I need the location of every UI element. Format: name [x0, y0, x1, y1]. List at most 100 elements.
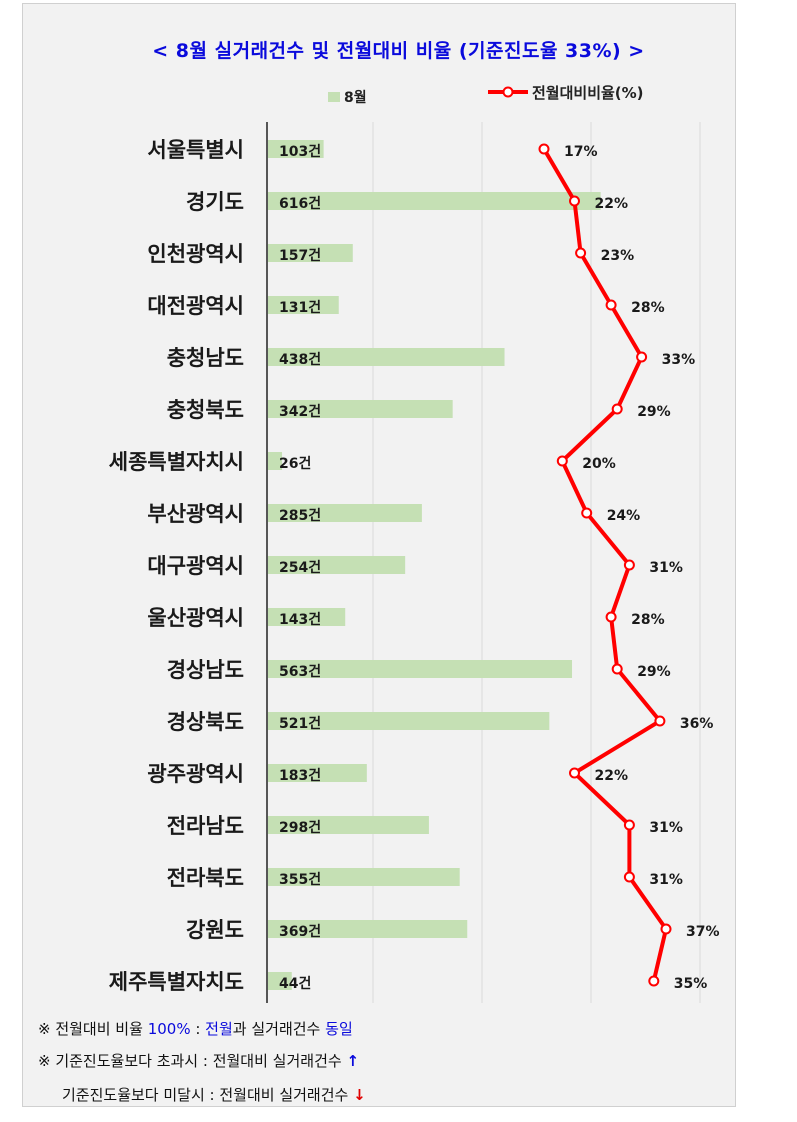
ratio-value-label: 29%	[637, 404, 671, 420]
ratio-value-label: 31%	[649, 560, 683, 576]
category-label: 서울특별시	[147, 138, 244, 162]
bar	[268, 972, 292, 990]
bar-value-label: 438건	[279, 351, 321, 368]
legend-line-icon	[488, 86, 528, 98]
bar	[268, 764, 367, 782]
bar-value-label: 103건	[279, 143, 321, 160]
bar	[268, 192, 601, 210]
bar-value-label: 285건	[279, 507, 321, 524]
category-label: 울산광역시	[147, 606, 244, 630]
bar-value-label: 342건	[279, 403, 321, 420]
ratio-value-label: 28%	[631, 300, 665, 316]
note1-word-same: 동일	[325, 1020, 353, 1038]
note1-value: 100%	[147, 1020, 191, 1038]
ratio-point	[605, 299, 617, 311]
chart-title: < 8월 실거래건수 및 전월대비 비율 (기준진도율 33%) >	[152, 40, 645, 62]
ratio-value-label: 23%	[601, 248, 635, 264]
bar-value-label: 563건	[279, 663, 321, 680]
bar	[268, 400, 453, 418]
ratio-value-label: 22%	[595, 768, 629, 784]
category-label: 대전광역시	[147, 294, 244, 318]
note1-prefix: ※ 전월대비 비율	[38, 1020, 148, 1038]
bar-value-label: 355건	[279, 871, 321, 888]
ratio-value-label: 28%	[631, 612, 665, 628]
note2-text: ※ 기준진도율보다 초과시 : 전월대비 실거래건수	[38, 1052, 347, 1070]
note-ratio-definition: ※ 전월대비 비율 100% : 전월과 실거래건수 동일	[38, 1018, 353, 1039]
bar-value-label: 369건	[279, 923, 321, 940]
bar	[268, 608, 346, 626]
category-label: 경상남도	[167, 658, 244, 682]
category-label: 경기도	[186, 190, 244, 214]
ratio-point	[623, 819, 635, 831]
bar-value-label: 183건	[279, 767, 321, 784]
category-label: 충청북도	[167, 398, 244, 422]
bar	[268, 244, 353, 262]
bar	[268, 452, 283, 470]
legend-line-label: 전월대비비율(%)	[532, 84, 644, 102]
ratio-value-label: 20%	[582, 456, 616, 472]
ratio-value-label: 29%	[637, 664, 671, 680]
note-exceed: ※ 기준진도율보다 초과시 : 전월대비 실거래건수 ↑	[38, 1050, 359, 1071]
ratio-value-label: 37%	[686, 924, 720, 940]
bar	[268, 920, 468, 938]
bar-value-label: 131건	[279, 299, 321, 316]
bar	[268, 296, 339, 314]
bar	[268, 868, 460, 886]
bar	[268, 660, 573, 678]
bar-value-label: 143건	[279, 611, 321, 628]
bar-value-label: 616건	[279, 195, 321, 212]
note1-word-and: 과	[232, 1020, 247, 1038]
ratio-value-label: 31%	[649, 820, 683, 836]
legend-bar-label: 8월	[344, 90, 367, 106]
note1-word-prev-month: 전월	[205, 1020, 233, 1038]
category-label: 충청남도	[167, 346, 244, 370]
ratio-point	[623, 871, 635, 883]
bar-value-label: 298건	[279, 819, 321, 836]
bar	[268, 348, 505, 366]
ratio-value-label: 17%	[564, 144, 598, 160]
category-label: 세종특별자치시	[109, 450, 244, 474]
bar-value-label: 254건	[279, 559, 321, 576]
bar-value-label: 157건	[279, 247, 321, 264]
bar-value-label: 26건	[279, 455, 311, 472]
ratio-value-label: 31%	[649, 872, 683, 888]
bar	[268, 816, 429, 834]
category-label: 경상북도	[167, 710, 244, 734]
category-label: 부산광역시	[147, 502, 244, 526]
ratio-point	[648, 975, 660, 987]
note3-text: 기준진도율보다 미달시 : 전월대비 실거래건수	[62, 1086, 354, 1104]
ratio-point	[605, 611, 617, 623]
grid-layer	[266, 122, 701, 1003]
ratio-point	[636, 351, 648, 363]
up-arrow-icon: ↑	[346, 1052, 360, 1070]
legend-bar-swatch	[328, 92, 340, 102]
bar	[268, 556, 406, 574]
ratio-point	[581, 507, 593, 519]
ratio-point	[623, 559, 635, 571]
category-label: 인천광역시	[147, 242, 244, 266]
ratio-point	[569, 767, 580, 779]
ratio-point	[660, 923, 672, 935]
ratio-point	[556, 455, 568, 467]
down-arrow-icon: ↓	[353, 1086, 366, 1104]
category-label: 광주광역시	[147, 762, 244, 786]
ratio-point	[654, 715, 666, 727]
note1-mid: 실거래건수	[246, 1020, 326, 1038]
category-label: 강원도	[186, 918, 244, 942]
ratio-point	[538, 143, 550, 155]
bar	[268, 140, 324, 158]
ratio-value-label: 33%	[662, 352, 696, 368]
note1-colon: :	[190, 1020, 206, 1038]
ratio-value-label: 24%	[607, 508, 641, 524]
bar-value-label: 44건	[279, 975, 311, 992]
bar	[268, 504, 422, 522]
bar-layer	[268, 140, 601, 990]
bar-value-label: 521건	[279, 715, 321, 732]
bar	[268, 712, 550, 730]
ratio-value-label: 22%	[595, 196, 629, 212]
category-label: 전라남도	[167, 814, 244, 838]
ratio-point	[569, 195, 580, 207]
line-layer	[538, 143, 672, 987]
